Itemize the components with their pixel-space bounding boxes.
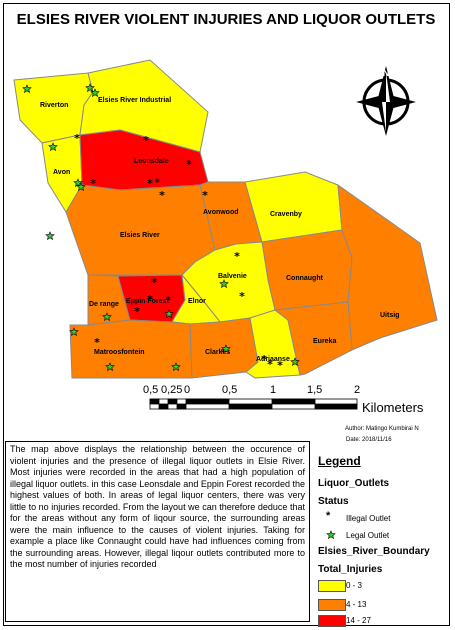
description-box: The map above displays the relationship … [5,441,310,622]
map-date: Date: 2018/11/16 [346,437,392,443]
map-title: ELSIES RIVER VIOLENT INJURIES AND LIQUOR… [16,11,436,28]
legend-class-mid: 4 - 13 [346,600,367,609]
legal-outlet-marker [85,83,95,93]
legal-outlet-marker [48,142,58,152]
area-uitsig [337,183,438,351]
legal-outlet-marker [105,362,115,372]
legend-layer-outlets: Liquor_Outlets [318,478,390,489]
label-avon: Avon [53,169,70,176]
label-matroosfontein: Matroosfontein [94,349,145,356]
legend-swatch-low [318,580,346,592]
legal-outlet-marker [90,88,100,98]
label-balvenie: Balvenie [218,273,247,280]
north-arrow-icon: N [356,66,416,136]
illegal-outlet-marker: * [159,189,165,202]
illegal-outlet-marker: * [165,294,171,307]
legend-status-heading: Status [318,496,349,507]
legal-outlet-marker [290,357,300,367]
area-matroosfontein [69,319,193,379]
illegal-outlet-marker: * [147,177,153,190]
label-elsies-river: Elsies River [120,232,160,239]
label-connaught: Connaught [286,275,324,282]
label-adriaanse: Adriaanse [256,356,290,363]
label-cravenby: Cravenby [270,211,302,218]
legal-outlet-marker [164,309,174,319]
legal-outlet-marker [76,182,86,192]
label-industrial: Elsies River Industrial [98,97,171,104]
area-connaught [261,229,353,311]
north-label: N [383,68,390,78]
legend-layer-boundary: Elsies_River_Boundary [318,546,430,557]
scale-bar [149,398,358,410]
illegal-outlet-marker: * [134,305,140,318]
label-avonwood: Avonwood [203,209,239,216]
illegal-outlet-marker: * [94,336,100,349]
legal-outlet-marker [45,231,55,241]
illegal-outlet-marker: * [154,176,160,189]
illegal-outlet-marker: * [151,276,157,289]
illegal-outlet-marker: * [186,158,192,171]
legal-outlet-marker [171,362,181,372]
scale-tick-label: 2 [354,384,361,396]
label-de-range: De range [89,301,119,308]
scale-tick-label: 0,5 [143,384,159,396]
legend-swatch-high [318,615,346,627]
legal-outlet-marker [22,84,32,94]
label-uitsig: Uitsig [380,312,399,319]
scale-tick-label: 1,5 [307,384,323,396]
label-eureka: Eureka [313,338,336,345]
legal-outlet-icon [326,530,336,540]
legend-field-heading: Total_Injuries [318,564,383,575]
illegal-outlet-marker: * [143,134,149,147]
illegal-outlet-marker: * [261,353,267,366]
area-elsies-river [65,184,216,276]
illegal-outlet-icon: * [326,510,331,522]
map-frame [3,3,450,626]
legal-outlet-marker [221,344,231,354]
label-leonsdale: Leonsdale [134,158,169,165]
legal-outlet-marker [69,327,79,337]
illegal-outlet-marker: * [221,346,227,359]
legend-legal-label: Legal Outlet [346,531,390,540]
legend-illegal-label: Illegal Outlet [346,514,391,523]
scale-unit: Kilometers [362,400,424,415]
area-cravenby [244,171,343,243]
legend-class-high: 14 - 27 [346,616,371,625]
illegal-outlet-marker: * [202,189,208,202]
legend-title: Legend [318,454,361,468]
label-elnor: Elnor [188,298,206,305]
author-credit: Author: Matingo Kumbirai N [345,426,419,432]
illegal-outlet-marker: * [239,290,245,303]
label-clarkes: Clarkes [205,349,230,356]
legend-swatch-mid [318,599,346,611]
scale-tick-label: 0,25 [161,384,183,396]
scale-tick-label: 0 [184,384,191,396]
illegal-outlet-marker: * [267,358,273,371]
illegal-outlet-marker: * [147,293,153,306]
illegal-outlet-marker: * [90,177,96,190]
area-eureka [273,301,353,376]
scale-tick-label: 0,5 [222,384,238,396]
illegal-outlet-marker: * [234,250,240,263]
illegal-outlet-marker: * [277,359,283,372]
label-eppin-forest: Eppin Forest [126,298,169,305]
legal-outlet-marker [102,312,112,322]
legal-outlet-marker [219,279,229,289]
legend-class-low: 0 - 3 [346,581,363,590]
scale-tick-label: 1 [270,384,277,396]
illegal-outlet-marker: * [74,132,80,145]
label-riverton: Riverton [40,102,68,109]
